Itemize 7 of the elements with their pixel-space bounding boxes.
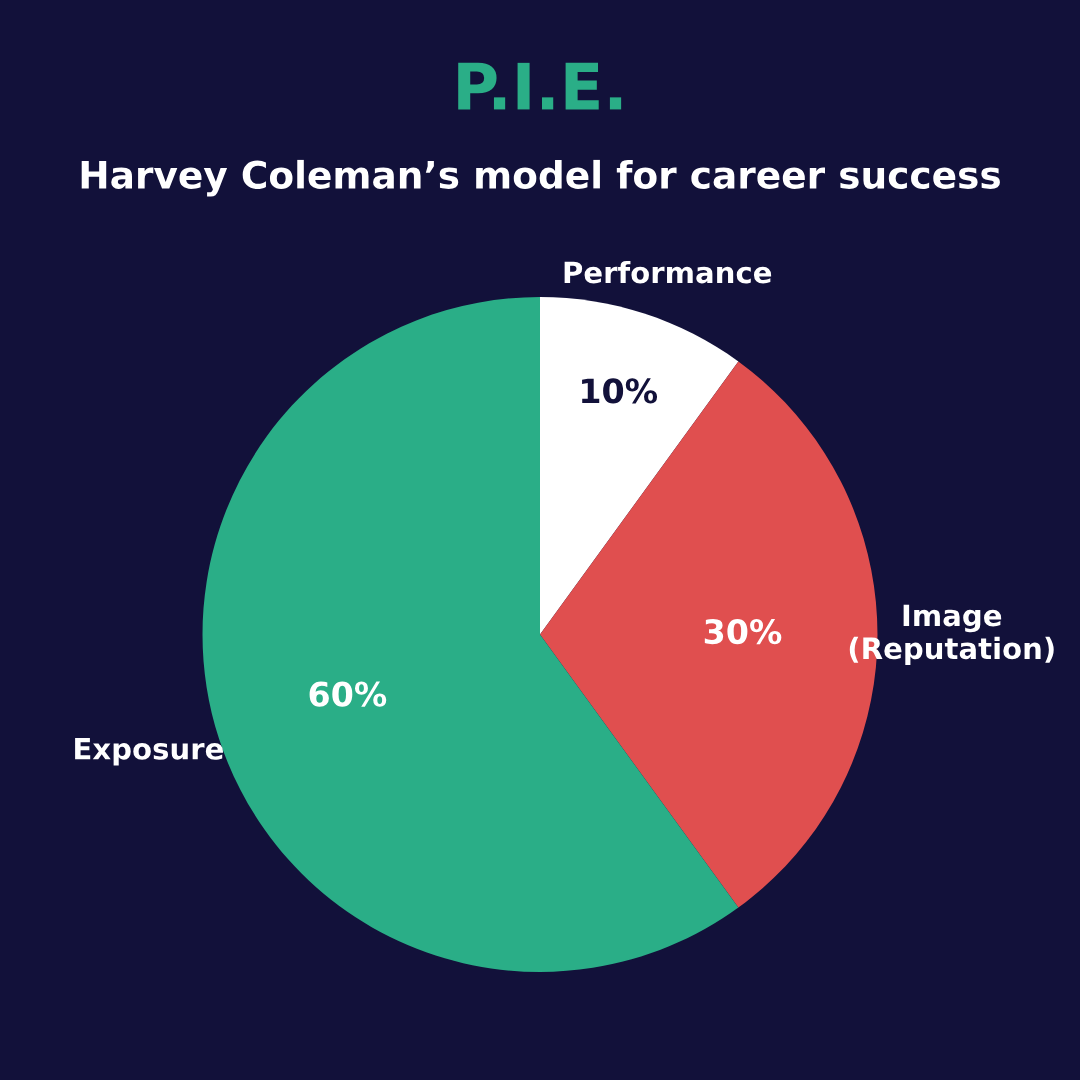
data-label: 30% <box>704 618 782 645</box>
slice-label: Performance <box>564 260 772 284</box>
chart-title: P.I.E. <box>458 62 622 110</box>
chart-subtitle: Harvey Coleman’s model for career success <box>81 159 1000 197</box>
slice-label: Exposure <box>75 738 223 766</box>
data-label: 10% <box>582 378 658 404</box>
data-label: 60% <box>309 681 387 707</box>
